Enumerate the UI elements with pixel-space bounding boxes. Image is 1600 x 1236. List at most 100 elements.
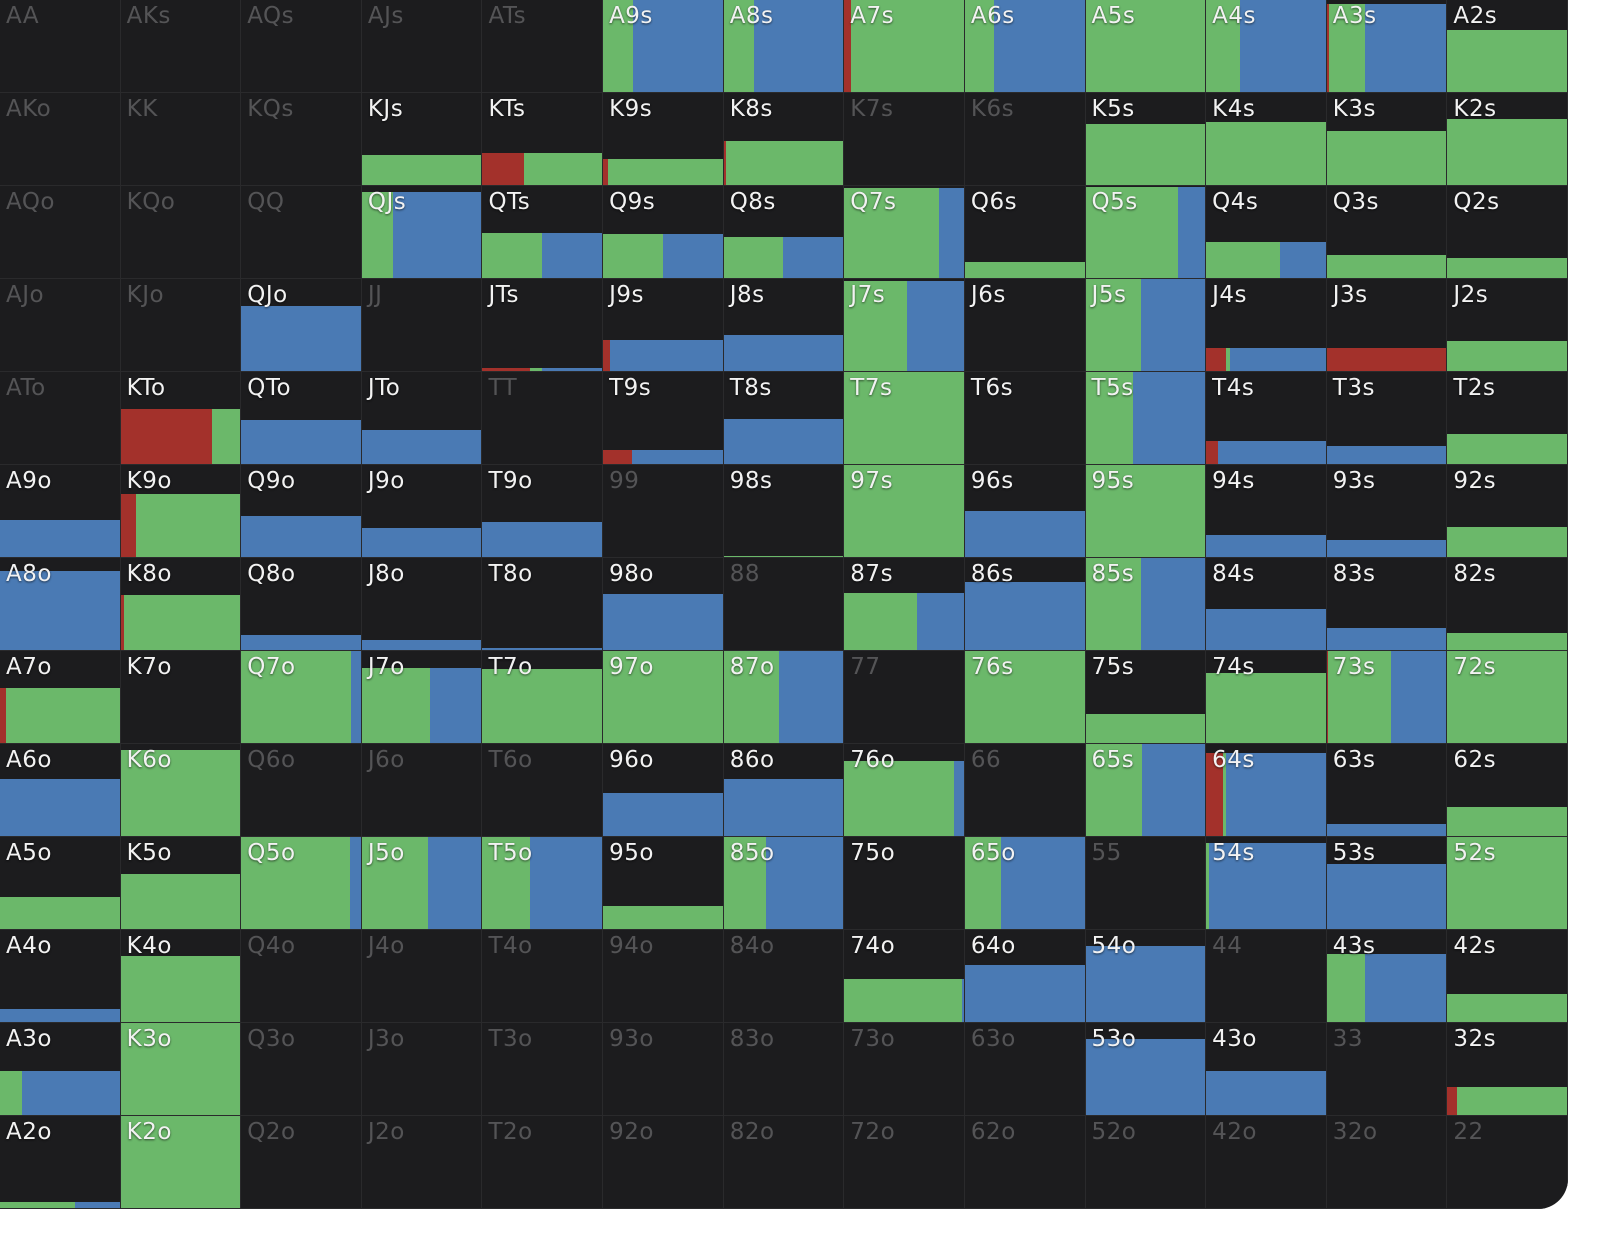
hand-cell[interactable]: AKs	[120, 0, 242, 93]
hand-cell[interactable]: A3o	[0, 1023, 121, 1116]
hand-cell[interactable]: Q7o	[241, 651, 362, 744]
hand-cell[interactable]: Q6o	[241, 744, 362, 837]
hand-cell[interactable]: AKo	[0, 93, 121, 186]
hand-cell[interactable]: 52s	[1447, 837, 1568, 930]
hand-cell[interactable]: 98s	[723, 465, 845, 558]
hand-cell[interactable]: 62s	[1447, 744, 1568, 837]
hand-cell[interactable]: K7s	[844, 93, 965, 186]
hand-cell[interactable]: T5s	[1085, 372, 1207, 465]
hand-cell[interactable]: JJ	[361, 279, 483, 372]
hand-cell[interactable]: T9o	[482, 465, 604, 558]
hand-cell[interactable]: 65o	[964, 837, 1086, 930]
hand-cell[interactable]: T6s	[964, 372, 1086, 465]
hand-cell[interactable]: 73s	[1326, 651, 1448, 744]
hand-cell[interactable]: 84o	[723, 930, 845, 1023]
hand-cell[interactable]: 86o	[723, 744, 845, 837]
hand-cell[interactable]: J9s	[603, 279, 724, 372]
hand-cell[interactable]: JTo	[361, 372, 483, 465]
hand-cell[interactable]: T6o	[482, 744, 604, 837]
hand-cell[interactable]: 93o	[603, 1023, 724, 1116]
hand-cell[interactable]: K3s	[1326, 93, 1448, 186]
hand-cell[interactable]: 42o	[1206, 1116, 1327, 1209]
hand-cell[interactable]: 96s	[964, 465, 1086, 558]
hand-cell[interactable]: A6o	[0, 744, 121, 837]
hand-cell[interactable]: 22	[1447, 1116, 1568, 1209]
hand-cell[interactable]: K8o	[120, 558, 242, 651]
hand-cell[interactable]: 88	[723, 558, 845, 651]
hand-cell[interactable]: Q3o	[241, 1023, 362, 1116]
hand-cell[interactable]: J7s	[844, 279, 965, 372]
hand-cell[interactable]: 54o	[1085, 930, 1207, 1023]
hand-cell[interactable]: Q2s	[1447, 186, 1568, 279]
hand-cell[interactable]: 98o	[603, 558, 724, 651]
hand-cell[interactable]: A4s	[1206, 0, 1327, 93]
hand-cell[interactable]: 97s	[844, 465, 965, 558]
hand-cell[interactable]: Q4o	[241, 930, 362, 1023]
hand-cell[interactable]: 32o	[1326, 1116, 1448, 1209]
hand-cell[interactable]: K6o	[120, 744, 242, 837]
hand-cell[interactable]: A3s	[1326, 0, 1448, 93]
hand-cell[interactable]: K2s	[1447, 93, 1568, 186]
hand-cell[interactable]: K4s	[1206, 93, 1327, 186]
hand-cell[interactable]: 52o	[1085, 1116, 1207, 1209]
hand-cell[interactable]: 54s	[1206, 837, 1327, 930]
hand-cell[interactable]: J3o	[361, 1023, 483, 1116]
hand-cell[interactable]: 42s	[1447, 930, 1568, 1023]
hand-cell[interactable]: T9s	[603, 372, 724, 465]
hand-cell[interactable]: J2s	[1447, 279, 1568, 372]
hand-cell[interactable]: Q9s	[603, 186, 724, 279]
hand-cell[interactable]: A2o	[0, 1116, 121, 1209]
hand-cell[interactable]: 63s	[1326, 744, 1448, 837]
hand-cell[interactable]: QJs	[361, 186, 483, 279]
hand-cell[interactable]: K4o	[120, 930, 242, 1023]
hand-cell[interactable]: 43o	[1206, 1023, 1327, 1116]
hand-cell[interactable]: A8s	[723, 0, 845, 93]
hand-cell[interactable]: A5s	[1085, 0, 1207, 93]
hand-cell[interactable]: JTs	[482, 279, 604, 372]
hand-cell[interactable]: J5s	[1085, 279, 1207, 372]
hand-cell[interactable]: 95s	[1085, 465, 1207, 558]
hand-cell[interactable]: 65s	[1085, 744, 1207, 837]
hand-cell[interactable]: J7o	[361, 651, 483, 744]
hand-cell[interactable]: 76s	[964, 651, 1086, 744]
hand-cell[interactable]: 92s	[1447, 465, 1568, 558]
hand-cell[interactable]: J8o	[361, 558, 483, 651]
hand-cell[interactable]: A9s	[603, 0, 724, 93]
hand-cell[interactable]: 85o	[723, 837, 845, 930]
hand-cell[interactable]: 87o	[723, 651, 845, 744]
hand-cell[interactable]: T8o	[482, 558, 604, 651]
hand-cell[interactable]: 94o	[603, 930, 724, 1023]
hand-cell[interactable]: A6s	[964, 0, 1086, 93]
hand-cell[interactable]: ATs	[482, 0, 604, 93]
hand-cell[interactable]: T5o	[482, 837, 604, 930]
hand-cell[interactable]: 92o	[603, 1116, 724, 1209]
hand-cell[interactable]: QQ	[241, 186, 362, 279]
hand-cell[interactable]: 74o	[844, 930, 965, 1023]
hand-cell[interactable]: 82o	[723, 1116, 845, 1209]
hand-cell[interactable]: K8s	[723, 93, 845, 186]
hand-cell[interactable]: Q9o	[241, 465, 362, 558]
hand-cell[interactable]: 75o	[844, 837, 965, 930]
hand-cell[interactable]: KJo	[120, 279, 242, 372]
hand-cell[interactable]: QJo	[241, 279, 362, 372]
hand-cell[interactable]: 76o	[844, 744, 965, 837]
hand-cell[interactable]: J9o	[361, 465, 483, 558]
hand-cell[interactable]: Q5o	[241, 837, 362, 930]
hand-cell[interactable]: ATo	[0, 372, 121, 465]
hand-cell[interactable]: A4o	[0, 930, 121, 1023]
hand-cell[interactable]: J5o	[361, 837, 483, 930]
hand-cell[interactable]: 83s	[1326, 558, 1448, 651]
hand-cell[interactable]: TT	[482, 372, 604, 465]
hand-cell[interactable]: K2o	[120, 1116, 242, 1209]
hand-cell[interactable]: 64o	[964, 930, 1086, 1023]
hand-cell[interactable]: 44	[1206, 930, 1327, 1023]
hand-cell[interactable]: 82s	[1447, 558, 1568, 651]
hand-cell[interactable]: Q7s	[844, 186, 965, 279]
hand-cell[interactable]: Q5s	[1085, 186, 1207, 279]
hand-cell[interactable]: 77	[844, 651, 965, 744]
hand-cell[interactable]: QTo	[241, 372, 362, 465]
hand-cell[interactable]: 96o	[603, 744, 724, 837]
hand-cell[interactable]: 43s	[1326, 930, 1448, 1023]
hand-cell[interactable]: J6o	[361, 744, 483, 837]
hand-cell[interactable]: 66	[964, 744, 1086, 837]
